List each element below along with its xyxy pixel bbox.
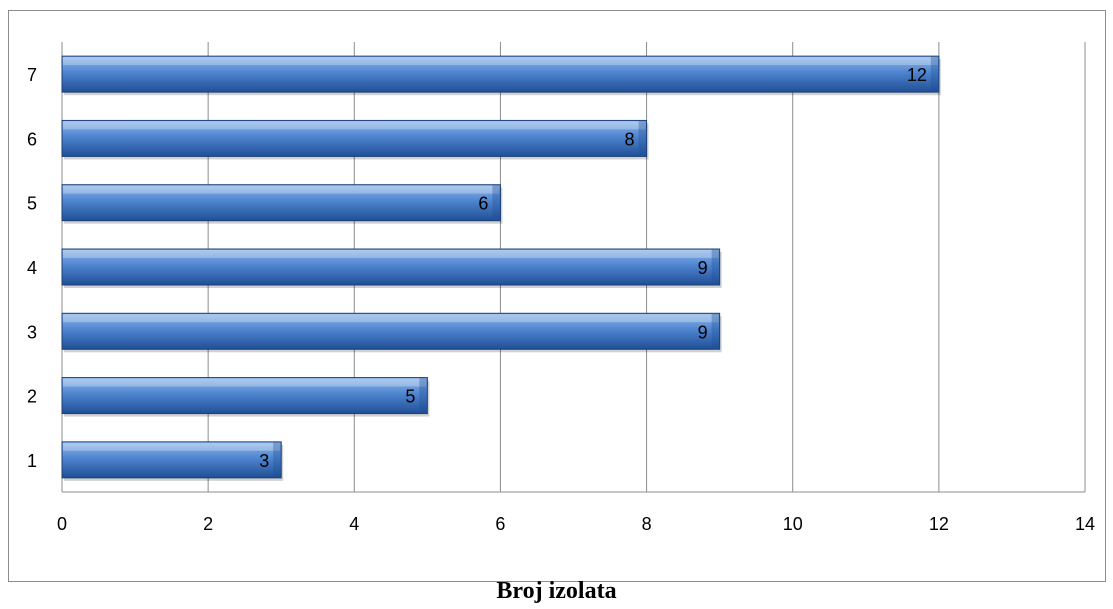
data-label: 8 (625, 129, 635, 149)
bar-end-cap (711, 313, 720, 350)
x-tick-labels: 0 2 4 6 8 10 12 14 (57, 514, 1095, 534)
x-tick-label: 10 (783, 514, 803, 534)
bar-end-cap (930, 56, 939, 93)
chart-frame (8, 10, 1106, 582)
y-tick-label: 7 (27, 65, 37, 85)
bar-end-cap (492, 184, 501, 221)
y-tick-label: 2 (27, 387, 37, 407)
data-label: 3 (259, 451, 269, 471)
bar-highlight (63, 57, 938, 66)
bar-3 (61, 312, 721, 350)
x-tick-label: 2 (203, 514, 213, 534)
x-tick-label: 0 (57, 514, 67, 534)
bar-7 (61, 55, 940, 93)
chart-title: Broj izolata (496, 578, 617, 604)
bar-highlight (63, 378, 427, 387)
y-tick-label: 3 (27, 322, 37, 342)
bar-4 (61, 248, 721, 286)
data-label: 5 (405, 387, 415, 407)
x-tick-label: 6 (495, 514, 505, 534)
bar-highlight (63, 185, 500, 194)
bar-1 (61, 441, 282, 479)
bar-highlight (63, 314, 719, 323)
bars: 3 5 9 9 6 8 12 (61, 55, 941, 481)
bar-2 (61, 377, 428, 415)
bar-6 (61, 119, 648, 157)
data-label: 9 (698, 322, 708, 342)
y-tick-labels: 1 2 3 4 5 6 7 (27, 65, 37, 471)
data-label: 12 (907, 65, 927, 85)
data-label: 6 (478, 194, 488, 214)
x-tick-label: 14 (1075, 514, 1095, 534)
x-tick-label: 12 (929, 514, 949, 534)
bar-5 (61, 184, 501, 222)
data-label: 9 (698, 258, 708, 278)
x-tick-label: 8 (642, 514, 652, 534)
bar-end-cap (711, 249, 720, 285)
bar-end-cap (273, 441, 282, 478)
y-tick-label: 4 (27, 258, 37, 278)
bar-end-cap (419, 377, 428, 414)
bar-highlight (63, 442, 281, 451)
y-tick-label: 1 (27, 451, 37, 471)
bar-end-cap (638, 120, 647, 157)
bar-highlight (63, 250, 719, 258)
bar-highlight (63, 121, 646, 130)
y-tick-label: 5 (27, 194, 37, 214)
y-tick-label: 6 (27, 129, 37, 149)
x-tick-label: 4 (349, 514, 359, 534)
